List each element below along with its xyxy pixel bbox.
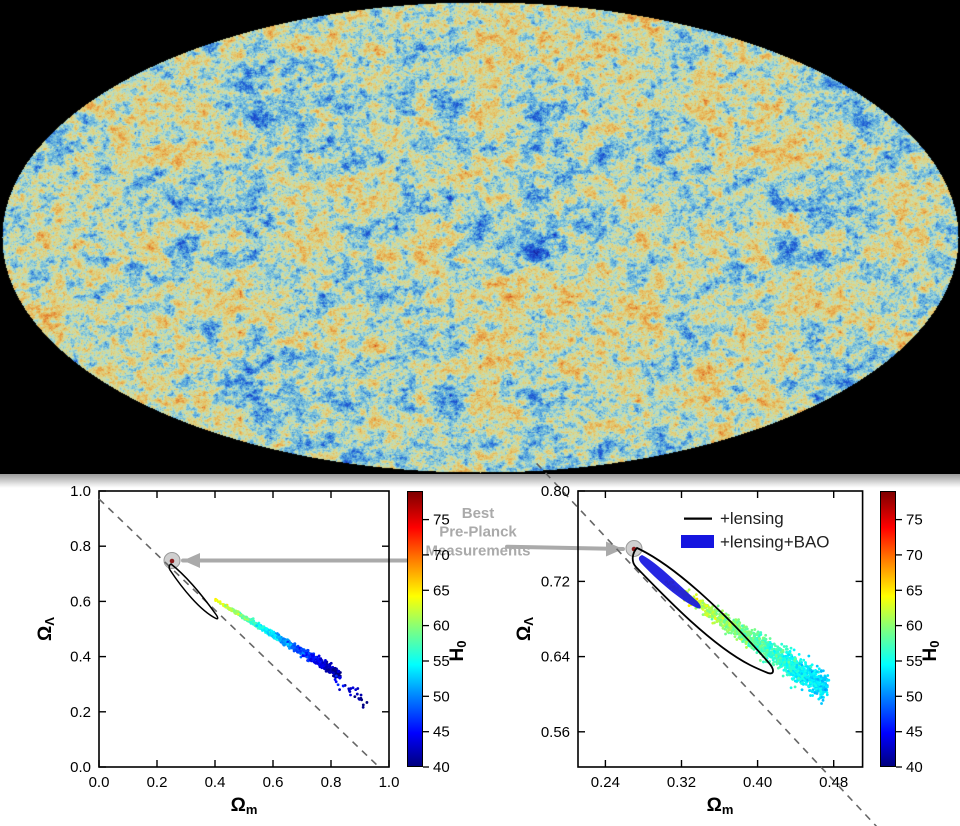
- svg-text:0.80: 0.80: [541, 483, 570, 500]
- svg-text:0.6: 0.6: [70, 593, 91, 610]
- svg-text:0.64: 0.64: [541, 648, 570, 665]
- svg-text:1.0: 1.0: [379, 774, 400, 791]
- svg-text:0.0: 0.0: [70, 759, 91, 776]
- svg-text:0.72: 0.72: [541, 573, 570, 590]
- svg-text:0.6: 0.6: [263, 774, 284, 791]
- svg-text:ΩΛ: ΩΛ: [35, 616, 57, 640]
- svg-text:H0: H0: [920, 640, 942, 661]
- svg-text:Ωm: Ωm: [707, 795, 734, 817]
- svg-text:75: 75: [906, 511, 923, 528]
- svg-text:+lensing+BAO: +lensing+BAO: [720, 532, 830, 551]
- svg-text:ΩΛ: ΩΛ: [514, 616, 536, 640]
- svg-text:65: 65: [433, 582, 450, 599]
- svg-text:70: 70: [433, 547, 450, 564]
- svg-text:75: 75: [433, 511, 450, 528]
- svg-text:0.2: 0.2: [147, 774, 168, 791]
- svg-text:40: 40: [906, 759, 923, 776]
- svg-text:0.4: 0.4: [205, 774, 226, 791]
- svg-text:0.24: 0.24: [591, 774, 620, 791]
- svg-text:0.32: 0.32: [667, 774, 696, 791]
- svg-text:0.2: 0.2: [70, 703, 91, 720]
- svg-text:60: 60: [906, 617, 923, 634]
- svg-text:50: 50: [906, 688, 923, 705]
- svg-text:70: 70: [906, 547, 923, 564]
- svg-text:45: 45: [433, 723, 450, 740]
- svg-text:50: 50: [433, 688, 450, 705]
- svg-text:65: 65: [906, 582, 923, 599]
- svg-text:0.4: 0.4: [70, 648, 91, 665]
- svg-text:0.48: 0.48: [819, 774, 848, 791]
- svg-text:0.8: 0.8: [321, 774, 342, 791]
- svg-text:0.56: 0.56: [541, 723, 570, 740]
- svg-text:0.0: 0.0: [89, 774, 110, 791]
- svg-text:Ωm: Ωm: [231, 795, 258, 817]
- svg-text:H0: H0: [447, 640, 469, 661]
- svg-text:0.40: 0.40: [743, 774, 772, 791]
- svg-text:+lensing: +lensing: [720, 509, 784, 528]
- svg-text:60: 60: [433, 617, 450, 634]
- svg-text:1.0: 1.0: [70, 483, 91, 500]
- svg-text:0.8: 0.8: [70, 538, 91, 555]
- svg-text:40: 40: [433, 759, 450, 776]
- svg-text:45: 45: [906, 723, 923, 740]
